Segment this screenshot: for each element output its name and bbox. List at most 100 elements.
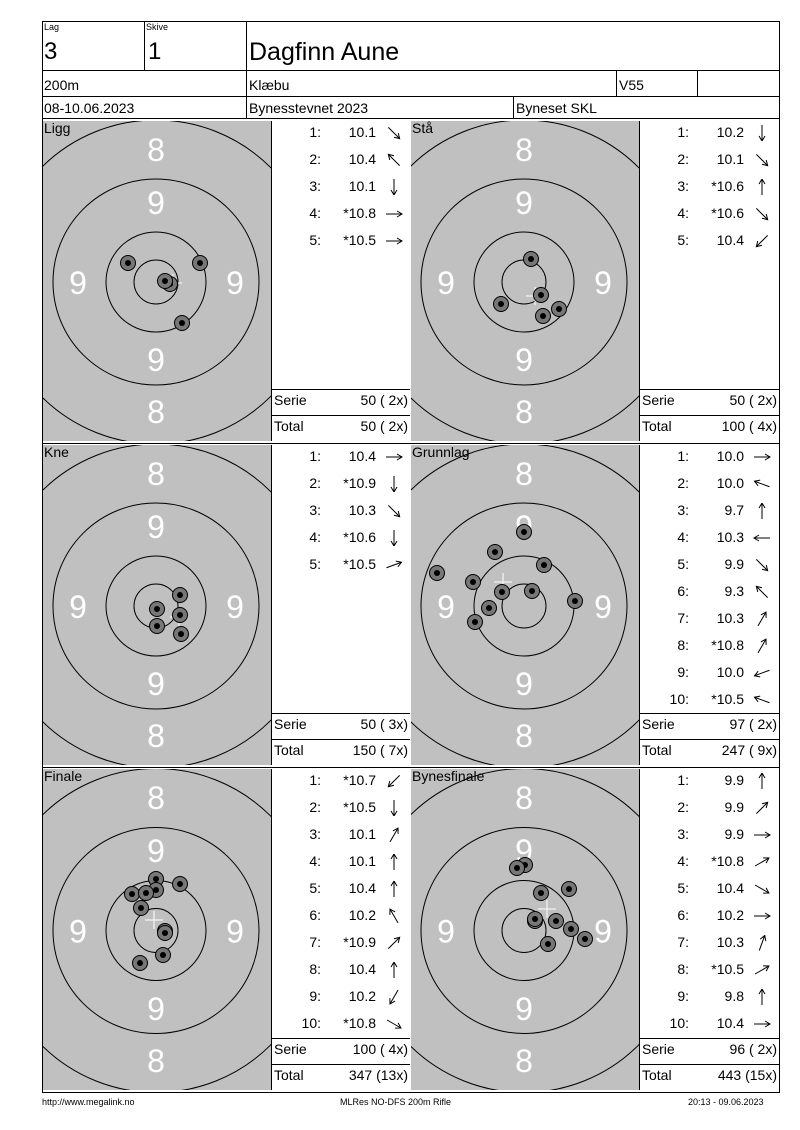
ring-3 [105,555,207,657]
shot-number: 4: [309,853,321,869]
direction-arrow-icon [384,152,404,173]
ring-number: 8 [147,132,165,168]
shot-hole [172,607,188,623]
direction-arrow-icon [752,233,772,254]
shot-value: 10.4 [348,448,376,464]
divider [271,389,410,390]
shot-value: 10.1 [348,826,376,842]
shot-number: 6: [677,907,689,923]
shot-value: *10.5 [711,691,744,707]
direction-arrow-icon [752,772,772,794]
shot-hole [467,614,483,630]
shot-value: *10.5 [343,232,376,248]
shot-hole [124,886,140,902]
ring-number: 9 [594,589,612,625]
target-3: 8 9 9 8 9 9 Kne [43,445,271,765]
shot-value: 10.3 [348,502,376,518]
shot-number: 7: [309,934,321,950]
shot-hole [157,273,173,289]
shot-hole [524,583,540,599]
ring-4 [501,583,547,629]
direction-arrow-icon [384,961,404,983]
shot-hole [149,618,165,634]
shot-number: 4: [677,529,689,545]
total-value: 50 ( 2x) [360,418,408,434]
shot-number: 5: [677,232,689,248]
direction-arrow-icon [384,908,404,929]
total-label: Total [642,742,672,758]
shot-value: 10.1 [348,124,376,140]
ring-number: 9 [594,914,612,950]
lag-label: Lag [44,22,60,32]
shot-value: *10.5 [343,556,376,572]
shot-number: 3: [309,502,321,518]
shot-number: 4: [677,853,689,869]
divider [639,389,779,390]
shot-value: 10.3 [716,610,744,626]
direction-arrow-icon [384,233,404,254]
shot-value: 9.8 [724,988,744,1004]
shot-hole [536,557,552,573]
shot-hole [533,287,549,303]
shot-value: 10.2 [716,907,744,923]
shot-number: 4: [309,529,321,545]
distance: 200m [44,77,80,93]
shot-value: 10.2 [716,124,744,140]
shot-value: *10.5 [343,799,376,815]
ring-number: 8 [515,780,533,816]
direction-arrow-icon [384,773,404,794]
ring-number: 8 [147,1043,165,1079]
ring-number: 8 [147,780,165,816]
ring-number: 8 [515,456,533,492]
shot-value: 10.1 [716,151,744,167]
shot-value: *10.6 [711,178,744,194]
divider [639,713,779,714]
shot-number: 5: [677,880,689,896]
direction-arrow-icon [384,179,404,200]
shot-hole [516,524,532,540]
shot-hole [465,574,481,590]
shot-hole [523,251,539,267]
shot-hole [551,301,567,317]
panel-title: Grunnlag [412,445,470,460]
divider [271,1038,410,1039]
shot-value: 10.0 [716,448,744,464]
shot-hole [157,925,173,941]
direction-arrow-icon [752,178,772,200]
ring-number: 8 [515,718,533,754]
direction-arrow-icon [752,665,772,686]
ring-number: 9 [147,509,165,545]
total-label: Total [274,418,304,434]
shot-number: 8: [677,637,689,653]
ring-number: 9 [226,914,244,950]
shot-hole [535,308,551,324]
shot-hole [172,587,188,603]
shot-number: 10: [301,1015,321,1031]
direction-arrow-icon [384,449,404,470]
shot-number: 2: [677,799,689,815]
direction-arrow-icon [752,530,772,551]
shot-number: 10: [669,1015,689,1031]
total-value: 150 ( 7x) [352,742,408,758]
divider [271,415,410,416]
ring-number: 9 [69,914,87,950]
shot-value: *10.8 [711,637,744,653]
shot-value: 10.2 [348,988,376,1004]
serie-value: 50 ( 2x) [360,392,408,408]
shot-value: 9.3 [724,583,744,599]
shot-value: 9.9 [724,556,744,572]
ring-number: 9 [147,991,165,1027]
serie-value: 50 ( 2x) [729,392,777,408]
shot-number: 1: [677,448,689,464]
shot-value: 10.1 [348,853,376,869]
shot-value: 9.9 [724,826,744,842]
shot-value: 10.0 [716,664,744,680]
shooter-name: Dagfinn Aune [249,38,400,66]
direction-arrow-icon [752,638,772,659]
ring-number: 9 [515,185,533,221]
direction-arrow-icon [752,827,772,848]
direction-arrow-icon [752,125,772,146]
shot-number: 3: [309,826,321,842]
panel-title: Finale [44,769,83,784]
footer-right: 20:13 - 09.06.2023 [688,1097,764,1107]
